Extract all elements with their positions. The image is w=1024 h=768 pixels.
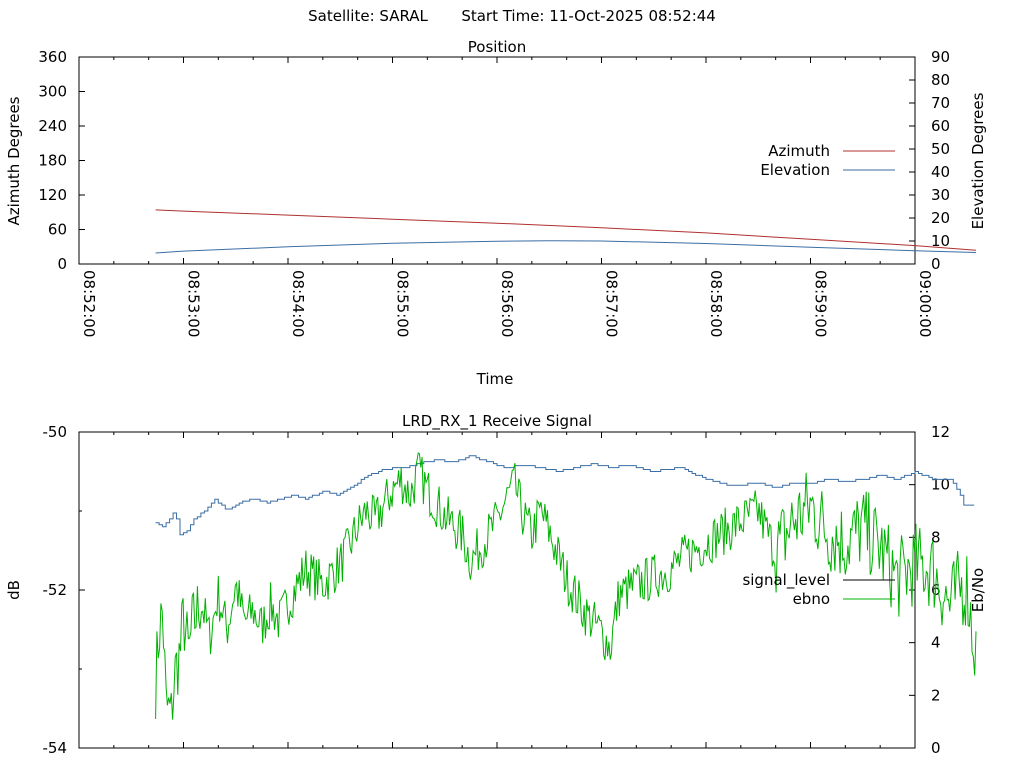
elevation-tick-label: 80	[931, 71, 950, 89]
elevation-tick-label: 70	[931, 94, 950, 112]
time-axis-label: Time	[476, 370, 514, 388]
elevation-tick-label: 40	[931, 163, 950, 181]
chart-header: Satellite: SARAL Start Time: 11-Oct-2025…	[0, 7, 1024, 25]
azimuth-axis-label: Azimuth Degrees	[5, 96, 23, 225]
azimuth-tick-label: 60	[48, 221, 67, 239]
ebno-tick-label: 2	[931, 686, 941, 704]
ebno-tick-label: 8	[931, 528, 941, 546]
elevation-tick-label: 50	[931, 140, 950, 158]
db-tick-label: -50	[43, 423, 68, 441]
azimuth-tick-label: 300	[38, 83, 67, 101]
elevation-tick-label: 60	[931, 117, 950, 135]
azimuth-tick-label: 180	[38, 152, 67, 170]
db-tick-label: -54	[43, 739, 68, 757]
db-axis-label: dB	[5, 580, 23, 600]
signal-title: LRD_RX_1 Receive Signal	[402, 412, 592, 431]
db-tick-label: -52	[43, 581, 68, 599]
ebno-tick-label: 10	[931, 476, 950, 494]
db-trace-line	[155, 455, 975, 536]
azimuth-tick-label: 360	[38, 48, 67, 66]
time-tick-label: 08:58:00	[707, 270, 725, 337]
time-tick-label: 08:55:00	[394, 270, 412, 337]
position-title: Position	[468, 38, 526, 56]
legend-signal-level-label: signal_level	[742, 571, 830, 590]
ebno-axis-label: Eb/No	[969, 568, 987, 612]
ebno-tick-label: 4	[931, 634, 941, 652]
elevation-line	[155, 240, 977, 254]
legend-azimuth-label: Azimuth	[768, 142, 830, 160]
time-tick-label: 09:00:00	[916, 270, 934, 337]
ebno-tick-label: 0	[931, 739, 941, 757]
azimuth-tick-label: 120	[38, 186, 67, 204]
legend-elevation-label: Elevation	[760, 161, 830, 179]
elevation-tick-label: 90	[931, 48, 950, 66]
time-tick-label: 08:53:00	[185, 270, 203, 337]
elevation-tick-label: 10	[931, 232, 950, 250]
azimuth-tick-label: 240	[38, 117, 67, 135]
ebno-tick-label: 12	[931, 423, 950, 441]
elevation-axis-label: Elevation Degrees	[969, 92, 987, 229]
signal-plot-frame	[78, 431, 916, 749]
azimuth-tick-label: 0	[57, 255, 67, 273]
elevation-tick-label: 20	[931, 209, 950, 227]
start-time-label: Start Time: 11-Oct-2025 08:52:44	[461, 7, 716, 25]
time-tick-label: 08:56:00	[498, 270, 516, 337]
time-tick-label: 08:57:00	[603, 270, 621, 337]
time-tick-label: 08:52:00	[80, 270, 98, 337]
satellite-label: Satellite: SARAL	[308, 7, 428, 25]
elevation-tick-label: 0	[931, 255, 941, 273]
ebno-line	[155, 452, 977, 720]
time-tick-label: 08:54:00	[289, 270, 307, 337]
time-tick-label: 08:59:00	[812, 270, 830, 337]
legend-ebno-label: ebno	[793, 590, 830, 608]
azimuth-line	[155, 209, 977, 251]
elevation-tick-label: 30	[931, 186, 950, 204]
